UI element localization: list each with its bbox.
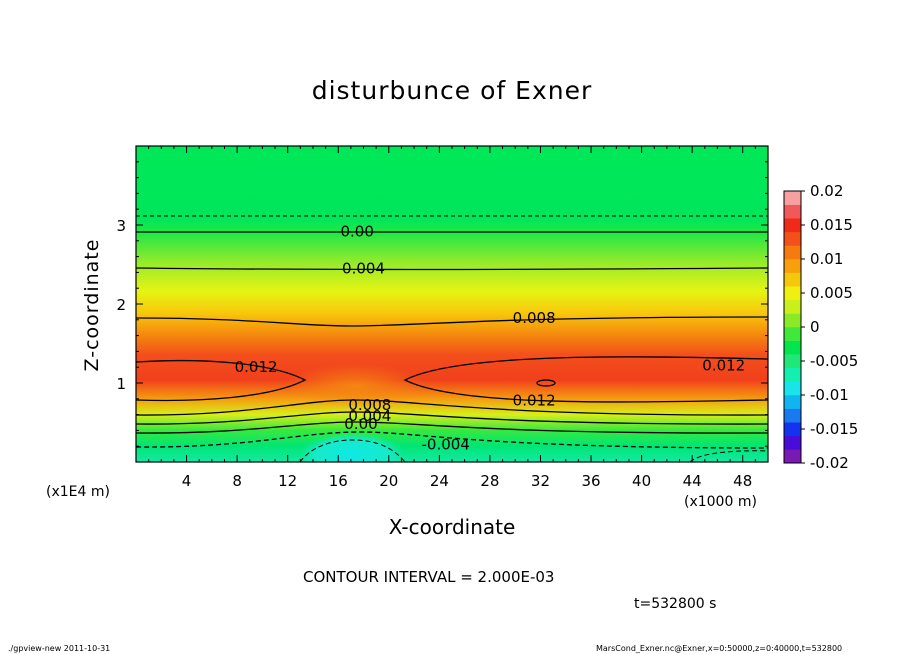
x-tick-label-2: 12 (278, 472, 297, 490)
contour-lines (136, 215, 768, 462)
contour-label-3: 0.012 (235, 358, 278, 376)
contour-0-004 (136, 267, 768, 271)
x-tick-label-10: 44 (683, 472, 702, 490)
colorbar-swatch-10 (784, 313, 801, 328)
contour-small-max (536, 379, 556, 387)
x-tick-label-5: 24 (430, 472, 449, 490)
contour-low-2 (136, 411, 768, 425)
y-axis-label: Z-coordinate (81, 238, 103, 372)
contour-0-012-right (403, 356, 768, 403)
colorbar-swatch-4 (784, 395, 801, 409)
field-background (136, 146, 768, 462)
colorbar-swatch-9 (784, 327, 801, 341)
colorbar-tick-label-4: 0 (810, 318, 820, 336)
contour-bottom-dash (299, 439, 406, 462)
x-tick-label-8: 36 (581, 472, 600, 490)
time-label: t=532800 s (634, 596, 717, 612)
y-tick-label-0: 1 (116, 375, 126, 393)
colorbar-tick-label-6: -0.01 (810, 386, 849, 404)
colorbar-tick-label-2: 0.01 (810, 250, 843, 268)
colorbar-swatch-18 (784, 204, 801, 219)
x-tick-label-11: 48 (733, 472, 752, 490)
colorbar-swatch-12 (784, 286, 801, 301)
colorbar-swatch-6 (784, 367, 801, 382)
mid-trough-shading (285, 364, 425, 408)
colorbar-swatch-16 (784, 231, 801, 246)
axis-ticks (136, 146, 768, 462)
colorbar-swatch-0 (784, 449, 801, 464)
contour-label-1: 0.004 (342, 259, 385, 277)
colorbar-swatch-13 (784, 272, 801, 287)
colorbar-swatch-5 (784, 381, 801, 396)
colorbar-swatch-11 (784, 299, 801, 314)
x-tick-label-6: 28 (480, 472, 499, 490)
contour-label-0: 0.00 (340, 222, 373, 240)
contour-0 (136, 231, 768, 234)
chart-title: disturbunce of Exner (311, 76, 593, 105)
x-axis-scale-note: (x1000 m) (684, 494, 757, 510)
footer-source-info: MarsCond_Exner.nc@Exner,x=0:50000,z=0:40… (596, 644, 843, 653)
colorbar-swatch-7 (784, 354, 801, 369)
colorbar-swatch-1 (784, 435, 801, 450)
colorbar-swatch-19 (784, 191, 801, 205)
colorbar: 0.02 0.015 0.01 0.005 0 -0.005 -0.01 -0.015 -0.0… (783, 182, 858, 472)
contour-bottom-dash-right (689, 450, 768, 462)
contour-label-8: 0.00 (344, 415, 377, 433)
colorbar-swatch-14 (784, 259, 801, 273)
colorbar-tick-label-8: -0.02 (810, 454, 849, 472)
colorbar-swatch-17 (784, 218, 801, 233)
colorbar-tick-label-3: 0.005 (810, 284, 853, 302)
colorbar-swatch-3 (784, 408, 801, 423)
contour-0-008 (136, 316, 768, 327)
contour-interval-label: CONTOUR INTERVAL = 2.000E-03 (303, 568, 555, 586)
x-axis-label: X-coordinate (388, 515, 516, 539)
x-tick-label-1: 8 (232, 472, 242, 490)
contour-label-9: -0.004 (422, 436, 470, 454)
contour-low-1 (136, 399, 768, 416)
contour-low-dash (136, 431, 768, 449)
contour-label-4: 0.012 (702, 357, 745, 375)
contour-label-7: 0.004 (348, 407, 391, 425)
y-tick-label-2: 3 (116, 217, 126, 235)
x-tick-label-4: 20 (379, 472, 398, 490)
contour-label-6: 0.008 (348, 396, 391, 414)
colorbar-swatch-2 (784, 422, 801, 437)
x-tick-label-3: 16 (329, 472, 348, 490)
contour-label-5: 0.012 (513, 391, 556, 409)
x-tick-label-9: 40 (632, 472, 651, 490)
contour-0-012-left (136, 359, 307, 402)
colorbar-tick-label-5: -0.005 (810, 352, 858, 370)
colorbar-tick-label-0: 0.02 (810, 182, 843, 200)
colorbar-swatch-8 (784, 340, 801, 355)
y-axis-scale-note: (x1E4 m) (46, 484, 110, 500)
footer-program-date: ./gpview-new 2011-10-31 (8, 644, 111, 653)
colorbar-tick-label-7: -0.015 (810, 420, 858, 438)
contour-low-3 (136, 421, 768, 434)
colorbar-swatch-15 (784, 245, 801, 260)
colorbar-tick-label-1: 0.015 (810, 216, 853, 234)
bottom-low-region (300, 433, 404, 462)
x-tick-label-0: 4 (182, 472, 192, 490)
y-tick-label-1: 2 (116, 296, 126, 314)
x-tick-label-7: 32 (531, 472, 550, 490)
contour-label-2: 0.008 (513, 309, 556, 327)
